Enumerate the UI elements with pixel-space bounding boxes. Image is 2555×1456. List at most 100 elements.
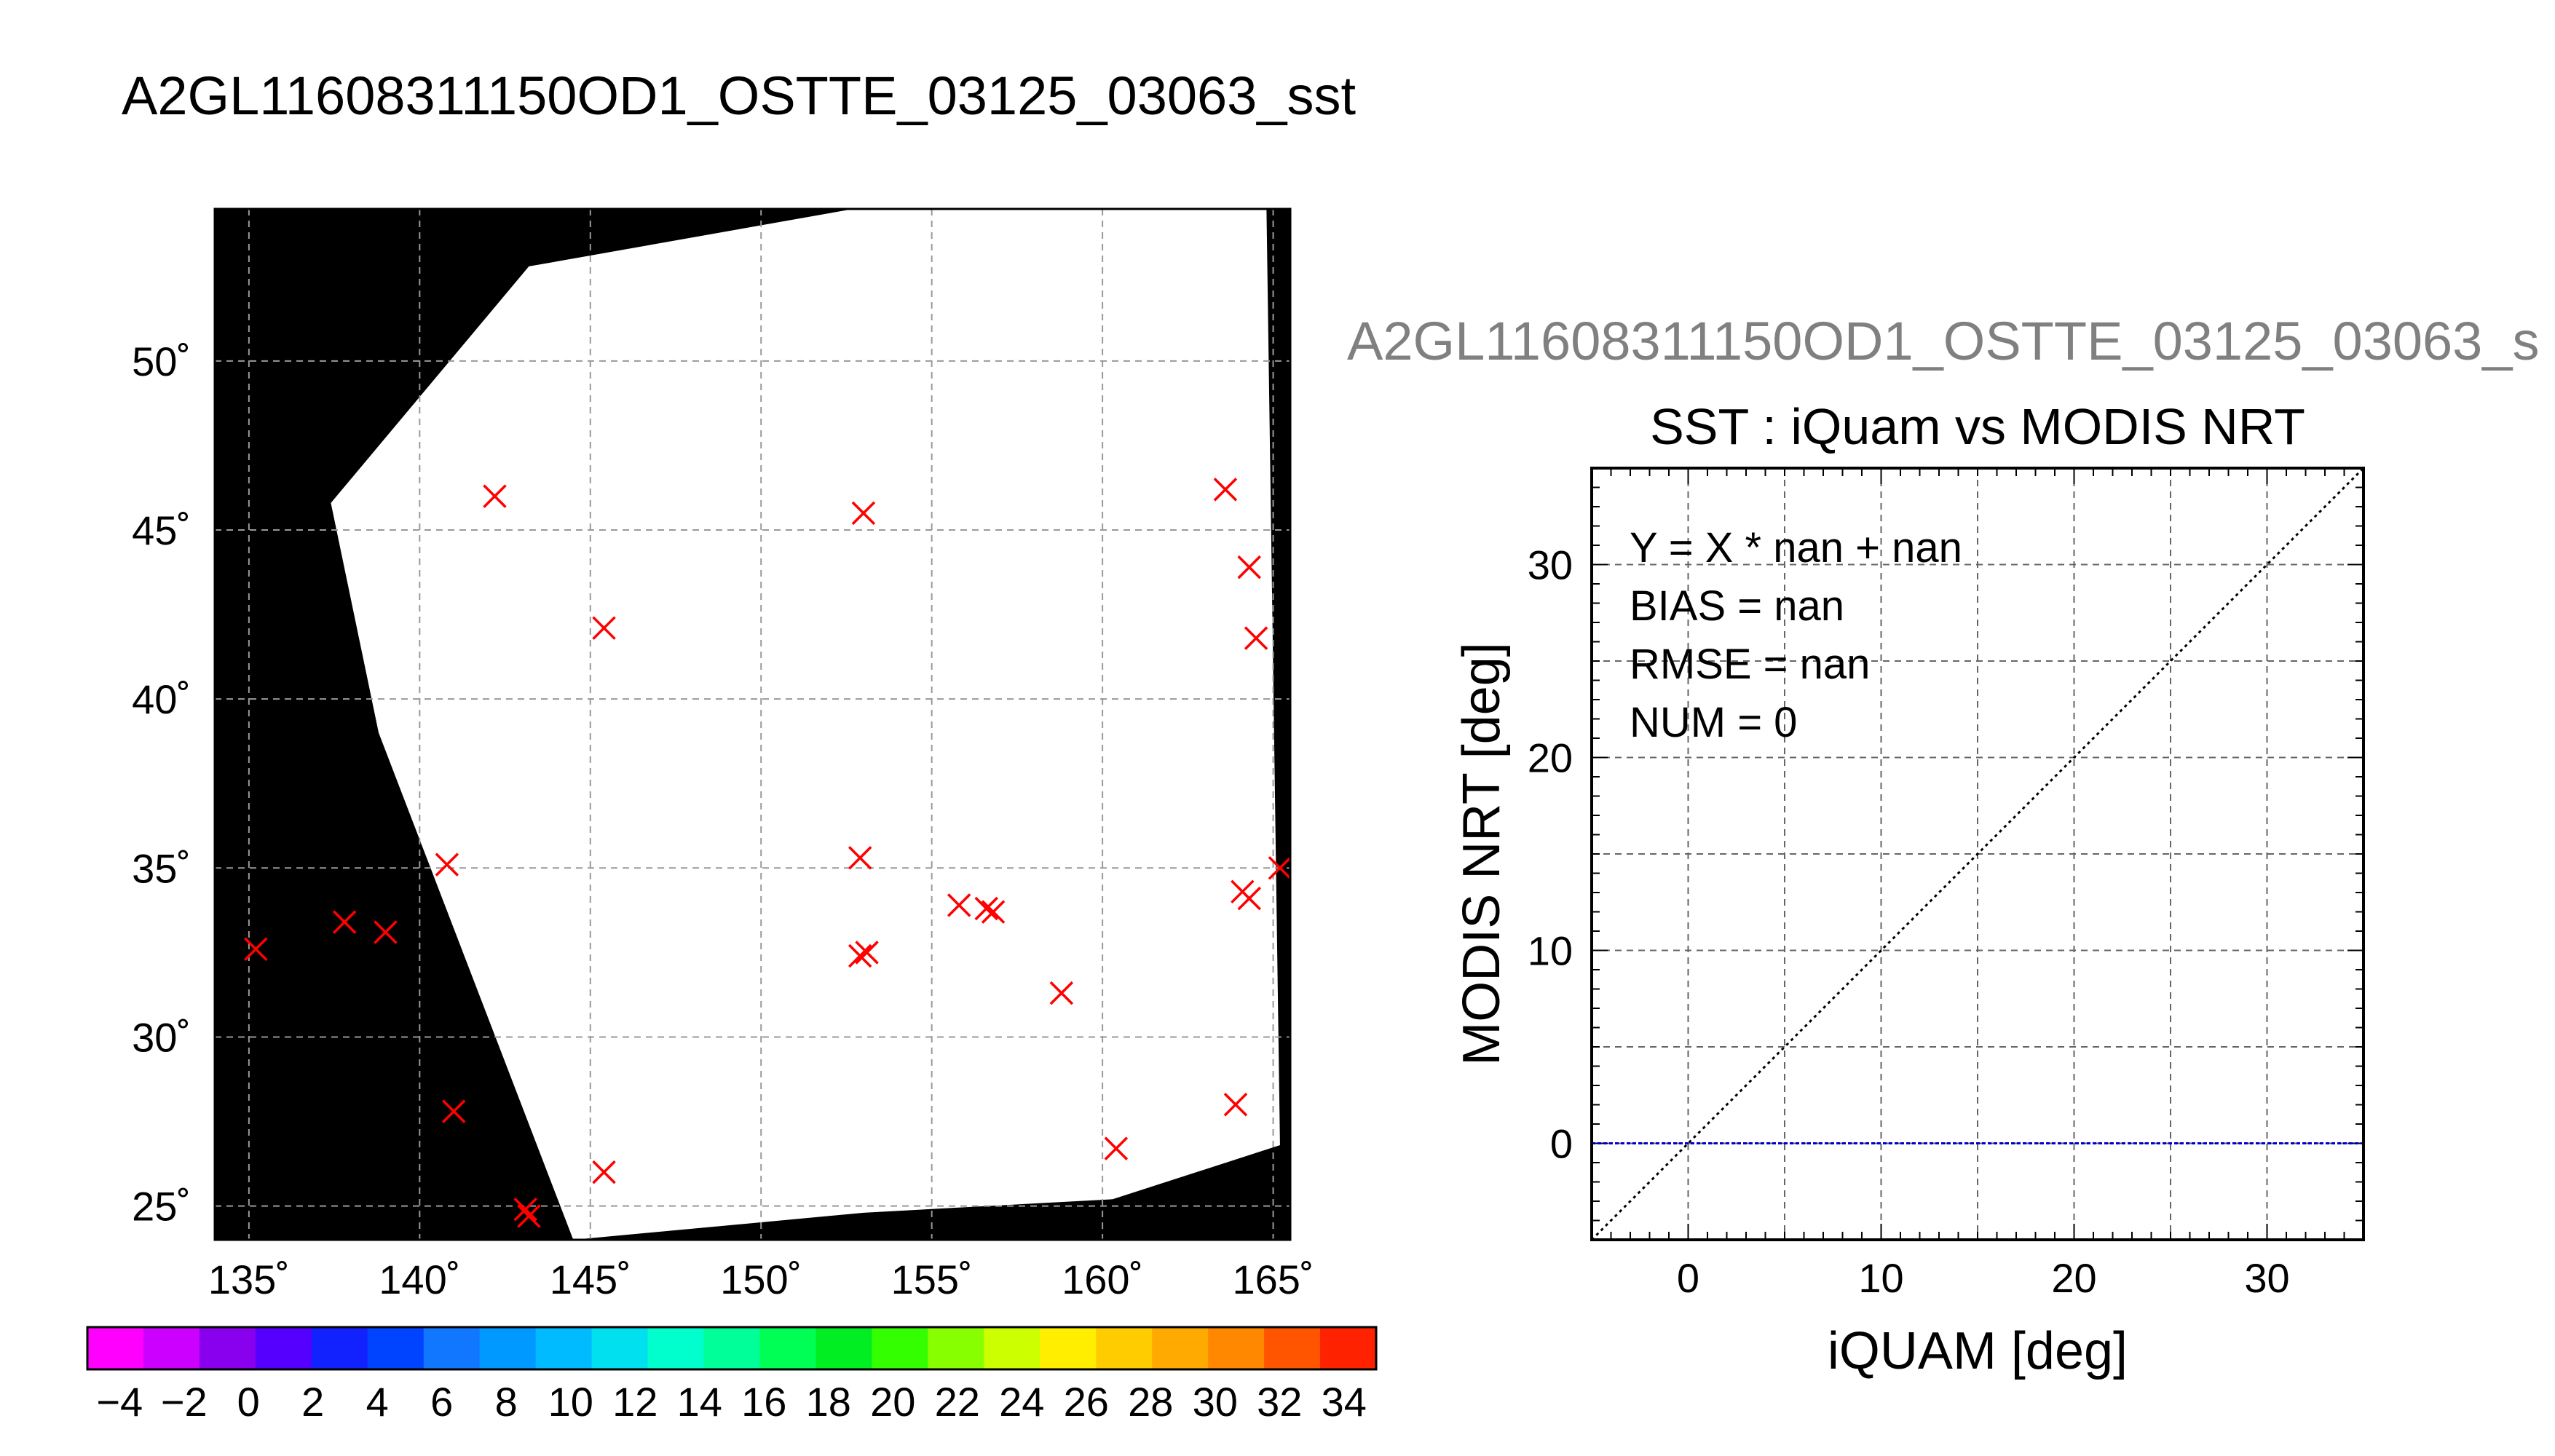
scatter-frame	[1590, 467, 2365, 1241]
colorbar-cell	[535, 1327, 593, 1369]
map-y-tick-label: 35˚	[132, 845, 191, 891]
scatter-y-tick-label: 20	[1528, 735, 1573, 781]
map-x-tick-label: 140˚	[379, 1257, 460, 1302]
match-marker	[1104, 1136, 1129, 1160]
scatter-x-tick-label: 30	[2244, 1255, 2289, 1301]
stats-annotation: Y = X * nan + nan	[1630, 524, 1962, 571]
colorbar-cell	[1320, 1327, 1377, 1369]
match-marker	[1213, 478, 1238, 502]
map-y-tick-label: 40˚	[132, 676, 191, 722]
match-marker	[435, 852, 459, 877]
scatter-y-axis-label: MODIS NRT [deg]	[1453, 642, 1511, 1066]
one-to-one-line	[1590, 467, 2365, 1241]
colorbar-cell	[423, 1327, 481, 1369]
scatter-x-tick-label: 20	[2051, 1255, 2096, 1301]
colorbar-tick-label: −2	[161, 1379, 208, 1425]
scatter-y-tick-label: 0	[1550, 1121, 1573, 1167]
match-marker	[851, 501, 876, 526]
map-x-tick-label: 165˚	[1233, 1257, 1314, 1302]
stats-annotation: NUM = 0	[1630, 699, 1797, 746]
colorbar-cell	[647, 1327, 705, 1369]
match-marker	[592, 616, 616, 640]
colorbar-tick-label: 2	[301, 1379, 324, 1425]
colorbar-tick-label: 32	[1257, 1379, 1302, 1425]
match-marker	[1223, 1093, 1248, 1117]
colorbar-tick-label: 16	[741, 1379, 786, 1425]
colorbar-cell	[311, 1327, 368, 1369]
match-marker	[332, 910, 357, 934]
colorbar-tick-label: 20	[870, 1379, 915, 1425]
colorbar-tick-label: 12	[612, 1379, 657, 1425]
colorbar-tick-label: 8	[495, 1379, 518, 1425]
scatter-x-tick-label: 0	[1677, 1255, 1699, 1301]
colorbar-cell	[1208, 1327, 1265, 1369]
match-marker	[483, 484, 507, 508]
match-marker	[1237, 555, 1261, 579]
colorbar-cell	[872, 1327, 928, 1369]
colorbar-tick-label: 22	[935, 1379, 980, 1425]
colorbar-tick-label: 14	[677, 1379, 722, 1425]
colorbar-tick-label: 10	[548, 1379, 593, 1425]
stats-annotation: BIAS = nan	[1630, 582, 1844, 630]
colorbar-tick-label: 28	[1128, 1379, 1173, 1425]
colorbar-frame	[86, 1326, 1378, 1371]
colorbar-cell	[255, 1327, 312, 1369]
map-y-tick-label: 50˚	[132, 339, 191, 384]
main-title: A2GL11608311150OD1_OSTTE_03125_03063_sst	[122, 66, 1357, 126]
map-x-tick-label: 145˚	[550, 1257, 631, 1302]
match-marker	[848, 846, 872, 870]
match-marker	[513, 1197, 537, 1222]
colorbar-tick-label: 6	[430, 1379, 453, 1425]
scatter-y-tick-label: 10	[1528, 928, 1573, 974]
colorbar-cell	[479, 1327, 537, 1369]
colorbar-cell	[143, 1327, 200, 1369]
scatter-y-tick-label: 30	[1528, 542, 1573, 588]
match-marker	[244, 937, 268, 961]
colorbar-cell	[759, 1327, 817, 1369]
scatter-x-axis-label: iQUAM [deg]	[1828, 1322, 2128, 1380]
colorbar-tick-label: 26	[1064, 1379, 1109, 1425]
scatter-title: SST : iQuam vs MODIS NRT	[1650, 398, 2305, 455]
map-frame	[213, 207, 1292, 1241]
match-marker	[947, 893, 971, 917]
colorbar-tick-label: 0	[237, 1379, 260, 1425]
match-marker	[848, 943, 872, 968]
colorbar-cell	[928, 1327, 984, 1369]
satellite-swath	[331, 209, 1280, 1240]
colorbar-cell	[984, 1327, 1040, 1369]
colorbar-tick-label: 18	[806, 1379, 851, 1425]
match-marker	[374, 920, 398, 944]
colorbar-cell	[1264, 1327, 1321, 1369]
colorbar-cell	[87, 1327, 144, 1369]
colorbar-tick-label: 24	[999, 1379, 1044, 1425]
map-x-tick-label: 160˚	[1062, 1257, 1143, 1302]
scatter-x-tick-label: 10	[1858, 1255, 1903, 1301]
map-x-tick-label: 135˚	[208, 1257, 290, 1302]
map-x-tick-label: 155˚	[891, 1257, 973, 1302]
colorbar-cell	[1152, 1327, 1209, 1369]
match-marker	[1237, 886, 1261, 911]
map-x-tick-label: 150˚	[720, 1257, 802, 1302]
match-marker	[855, 941, 879, 965]
stats-annotation: RMSE = nan	[1630, 641, 1870, 688]
colorbar-tick-label: 34	[1322, 1379, 1367, 1425]
match-marker	[981, 900, 1006, 924]
colorbar-cell	[703, 1327, 761, 1369]
match-marker	[592, 1160, 616, 1184]
colorbar-tick-label: 30	[1193, 1379, 1238, 1425]
match-marker	[1049, 981, 1074, 1005]
colorbar-cell	[367, 1327, 424, 1369]
match-marker	[974, 896, 998, 921]
match-marker	[517, 1204, 541, 1228]
map-y-tick-label: 25˚	[132, 1184, 191, 1230]
match-marker	[1268, 856, 1290, 880]
colorbar-tick-label: −4	[96, 1379, 143, 1425]
colorbar-tick-label: 4	[366, 1379, 389, 1425]
match-marker	[1244, 626, 1268, 650]
colorbar-cell	[1040, 1327, 1097, 1369]
map-y-tick-label: 30˚	[132, 1014, 191, 1060]
match-marker	[441, 1099, 466, 1123]
colorbar-cell	[591, 1327, 649, 1369]
side-title: A2GL11608311150OD1_OSTTE_03125_03063_s	[1347, 311, 2540, 371]
